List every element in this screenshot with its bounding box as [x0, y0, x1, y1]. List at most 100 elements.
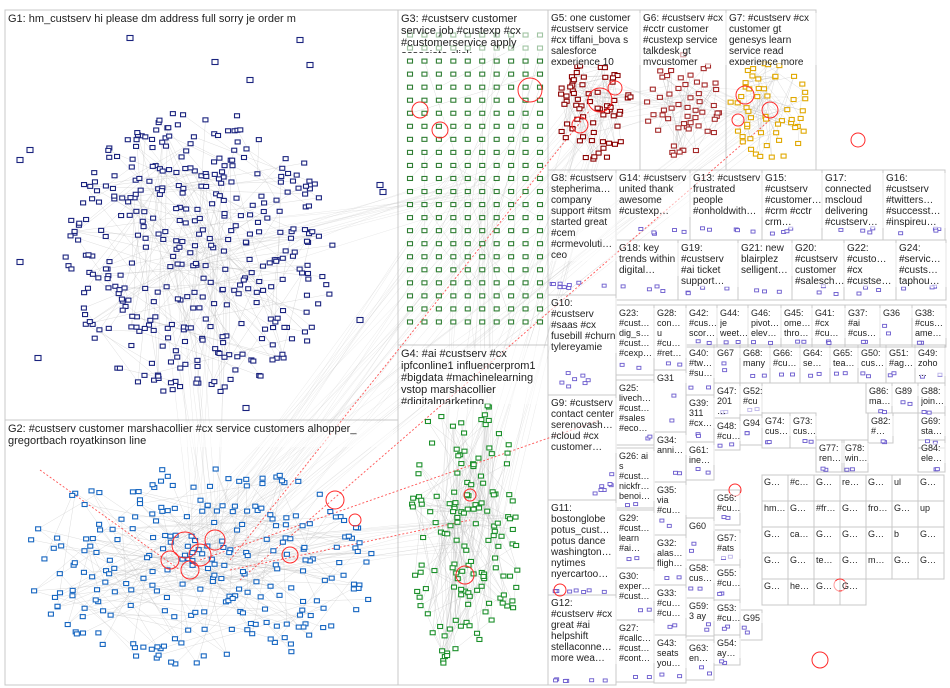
node	[421, 306, 428, 312]
node	[665, 116, 672, 122]
edge	[178, 250, 207, 575]
node	[421, 215, 428, 221]
node	[126, 34, 134, 42]
node	[211, 561, 218, 567]
edge	[171, 178, 480, 554]
node	[739, 134, 746, 140]
node	[421, 136, 428, 142]
node	[271, 639, 278, 645]
node	[692, 107, 699, 113]
node	[239, 569, 247, 575]
node	[744, 67, 751, 74]
node	[96, 527, 104, 533]
edge	[44, 495, 73, 559]
node	[196, 231, 203, 237]
node	[56, 571, 63, 577]
node	[757, 130, 765, 136]
edge	[112, 529, 236, 596]
edge	[83, 169, 170, 293]
node	[150, 327, 157, 333]
edge	[187, 173, 460, 265]
node	[522, 162, 529, 168]
group-label-g12: G12: #custserv #cx great #ai helpshift s…	[551, 598, 617, 664]
node	[760, 86, 768, 92]
node	[406, 306, 414, 312]
node	[452, 500, 459, 506]
edge	[606, 111, 616, 145]
node	[257, 594, 264, 600]
node	[261, 326, 269, 332]
node	[128, 587, 135, 593]
node	[183, 148, 190, 154]
node	[536, 71, 544, 77]
mosaic-label: G…	[894, 503, 917, 513]
edge	[182, 198, 484, 228]
group-label-g86: G86: ma…	[869, 386, 893, 406]
node	[467, 558, 475, 564]
node	[672, 623, 678, 628]
node	[259, 263, 267, 269]
node	[51, 594, 59, 600]
node	[536, 202, 544, 208]
node	[267, 512, 274, 518]
edge	[452, 426, 499, 547]
node	[98, 227, 105, 233]
node	[242, 404, 250, 412]
node	[606, 140, 613, 146]
mosaic-label: G…	[842, 581, 865, 591]
node	[499, 600, 506, 606]
edge	[579, 67, 606, 109]
edge	[439, 572, 457, 627]
node	[860, 228, 866, 233]
node	[590, 129, 597, 136]
node	[206, 483, 214, 489]
node	[221, 562, 228, 568]
edge	[577, 67, 601, 100]
node	[182, 220, 189, 226]
node	[246, 256, 253, 262]
node	[493, 123, 500, 129]
node	[240, 154, 248, 161]
node	[86, 319, 93, 325]
node	[167, 359, 175, 365]
node	[102, 266, 109, 272]
group-label-g31: G31	[657, 373, 687, 383]
node	[277, 179, 284, 185]
edge	[586, 110, 671, 124]
edge	[144, 293, 330, 329]
node	[201, 609, 208, 615]
node	[421, 241, 428, 247]
node	[493, 110, 500, 116]
node	[237, 213, 244, 219]
node	[570, 90, 577, 96]
node	[222, 266, 229, 272]
edge	[570, 77, 606, 88]
node	[673, 470, 678, 475]
group-label-g21: G21: new blairplez selligent…	[741, 243, 793, 276]
node	[304, 338, 311, 344]
node	[609, 472, 615, 477]
node	[320, 625, 327, 631]
node	[278, 173, 285, 180]
node	[479, 110, 486, 116]
node	[406, 280, 414, 286]
node	[244, 553, 251, 559]
mosaic-cell	[917, 552, 945, 580]
mosaic-label: G…	[920, 477, 943, 487]
edge	[572, 90, 594, 160]
mosaic-label: G…	[764, 581, 787, 591]
node	[493, 202, 500, 208]
node	[713, 86, 720, 93]
node	[269, 516, 276, 522]
edge	[179, 252, 219, 548]
group-label-g59: G59: 3 ay	[689, 601, 715, 621]
node	[512, 514, 519, 520]
node	[289, 253, 297, 259]
edge	[207, 505, 299, 628]
group-label-g16: G16: #custserv #twitters… #successt… #in…	[886, 173, 946, 228]
node	[561, 101, 568, 107]
node	[672, 228, 677, 232]
node	[486, 445, 493, 451]
node	[508, 215, 515, 221]
node	[164, 508, 171, 514]
